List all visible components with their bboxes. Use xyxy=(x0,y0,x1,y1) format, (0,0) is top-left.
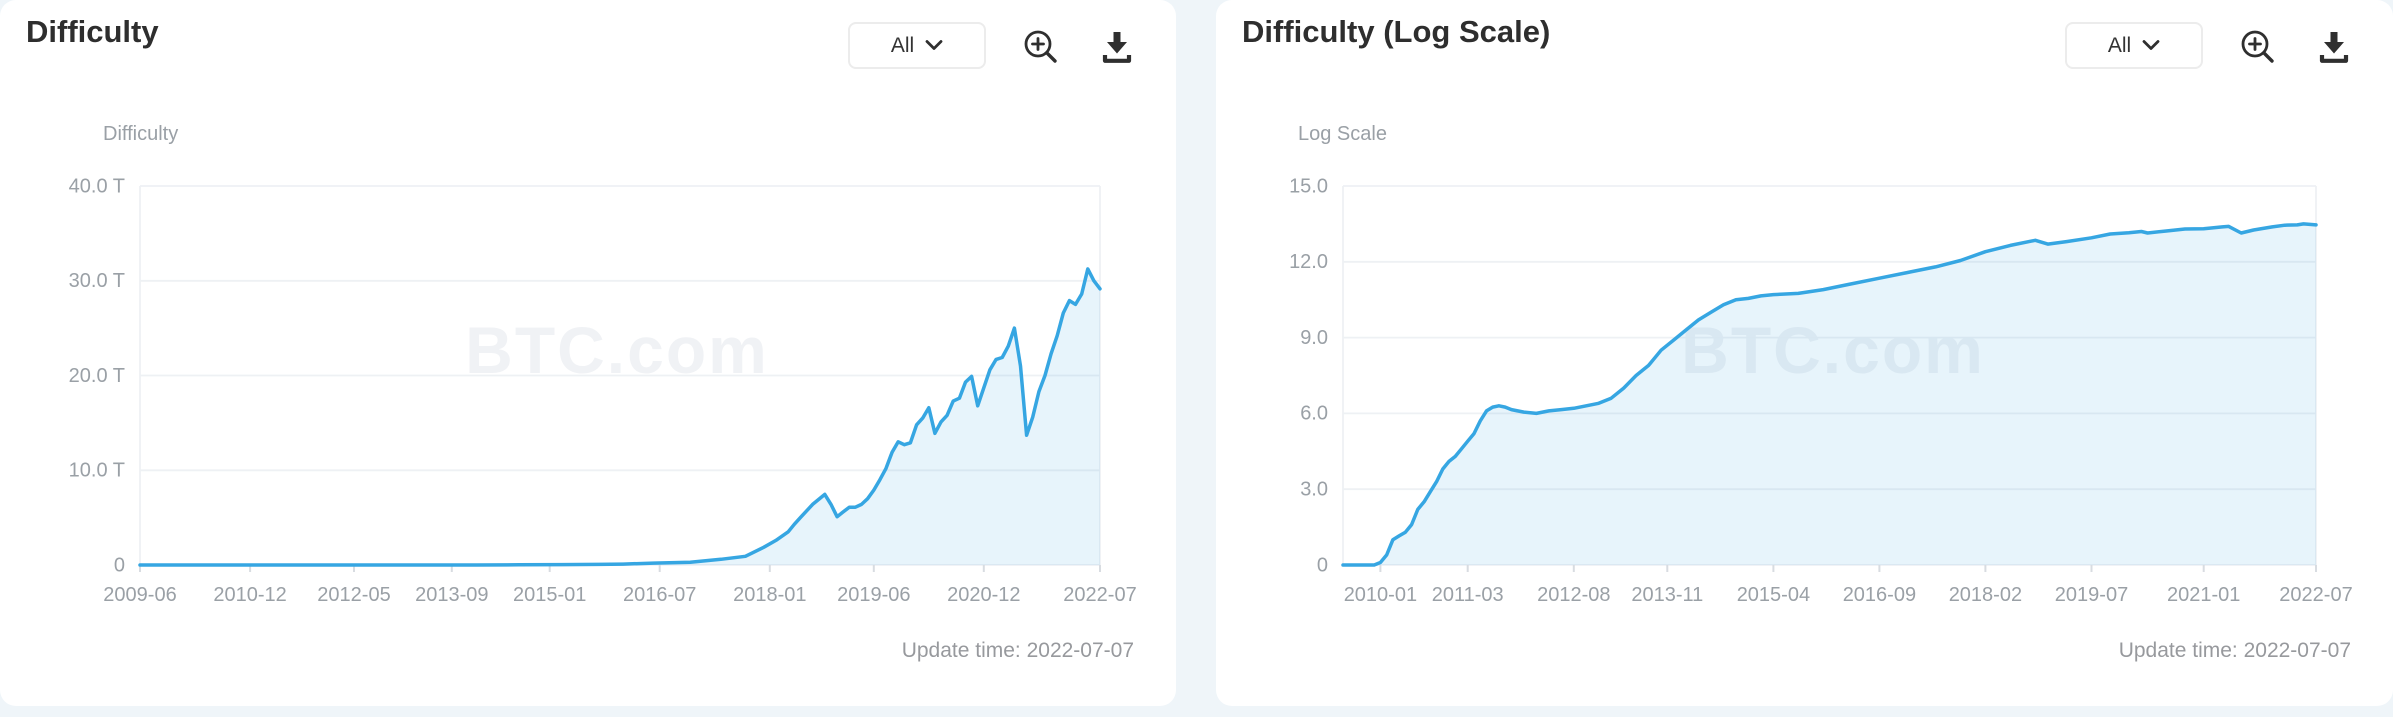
svg-text:2015-04: 2015-04 xyxy=(1737,584,1810,606)
svg-text:2012-05: 2012-05 xyxy=(317,584,390,606)
page-title-log: Difficulty (Log Scale) xyxy=(1242,14,1551,49)
svg-text:6.0: 6.0 xyxy=(1300,403,1328,425)
svg-text:2021-01: 2021-01 xyxy=(2167,584,2240,606)
svg-text:30.0 T: 30.0 T xyxy=(69,270,125,292)
chevron-down-icon xyxy=(2142,34,2160,58)
svg-text:20.0 T: 20.0 T xyxy=(69,365,125,387)
svg-text:40.0 T: 40.0 T xyxy=(69,175,125,197)
svg-text:2019-07: 2019-07 xyxy=(2055,584,2128,606)
update-time: Update time: 2022-07-07 xyxy=(901,639,1134,662)
y-axis-title: Log Scale xyxy=(1298,123,1387,145)
difficulty-chart[interactable]: 0 10.0 T 20.0 T 30.0 T 40.0 T 2009-06 2010-12 2… xyxy=(0,0,1176,706)
y-axis-title: Difficulty xyxy=(103,123,179,145)
svg-text:0: 0 xyxy=(114,554,125,576)
range-select[interactable]: All xyxy=(2065,22,2203,69)
svg-text:2013-11: 2013-11 xyxy=(1631,584,1703,606)
difficulty-card: Difficulty All Difficulty BTC.com 0 10.0 … xyxy=(0,0,1176,706)
svg-text:2018-02: 2018-02 xyxy=(1949,584,2022,606)
update-time: Update time: 2022-07-07 xyxy=(2118,639,2351,662)
svg-text:3.0: 3.0 xyxy=(1300,478,1328,500)
svg-text:2018-01: 2018-01 xyxy=(733,584,806,606)
svg-text:2012-08: 2012-08 xyxy=(1537,584,1610,606)
svg-text:10.0 T: 10.0 T xyxy=(69,460,125,482)
range-select-value: All xyxy=(890,33,915,57)
svg-text:2011-03: 2011-03 xyxy=(1432,584,1504,606)
svg-text:2010-12: 2010-12 xyxy=(213,584,286,606)
chevron-down-icon xyxy=(925,34,943,58)
svg-text:2019-06: 2019-06 xyxy=(837,584,910,606)
page-title: Difficulty xyxy=(26,14,159,49)
difficulty-log-card: Difficulty (Log Scale) All Log Scale BTC… xyxy=(1216,0,2393,706)
zoom-in-button[interactable] xyxy=(1020,26,1062,68)
range-select-value: All xyxy=(2107,33,2132,57)
download-button[interactable] xyxy=(1096,26,1138,68)
download-button[interactable] xyxy=(2313,26,2355,68)
svg-text:2013-09: 2013-09 xyxy=(415,584,488,606)
svg-text:2020-12: 2020-12 xyxy=(947,584,1020,606)
svg-text:15.0: 15.0 xyxy=(1289,175,1328,197)
watermark: BTC.com xyxy=(1681,312,1985,388)
difficulty-log-chart[interactable]: 0 3.0 6.0 9.0 12.0 15.0 2010-01 2011-03 2012-08 2… xyxy=(1216,0,2393,706)
svg-text:2010-01: 2010-01 xyxy=(1344,584,1417,606)
svg-text:2022-07: 2022-07 xyxy=(1063,584,1136,606)
download-icon xyxy=(2313,32,2355,71)
svg-text:2016-09: 2016-09 xyxy=(1843,584,1916,606)
range-select[interactable]: All xyxy=(848,22,986,69)
zoom-in-button[interactable] xyxy=(2237,26,2279,68)
svg-text:2022-07: 2022-07 xyxy=(2279,584,2352,606)
svg-text:0: 0 xyxy=(1317,554,1328,576)
zoom-in-icon xyxy=(1020,30,1062,71)
svg-text:12.0: 12.0 xyxy=(1289,251,1328,273)
svg-text:2015-01: 2015-01 xyxy=(513,584,586,606)
zoom-in-icon xyxy=(2237,30,2279,71)
svg-text:2016-07: 2016-07 xyxy=(623,584,696,606)
svg-text:9.0: 9.0 xyxy=(1300,327,1328,349)
download-icon xyxy=(1096,32,1138,71)
svg-text:2009-06: 2009-06 xyxy=(103,584,176,606)
